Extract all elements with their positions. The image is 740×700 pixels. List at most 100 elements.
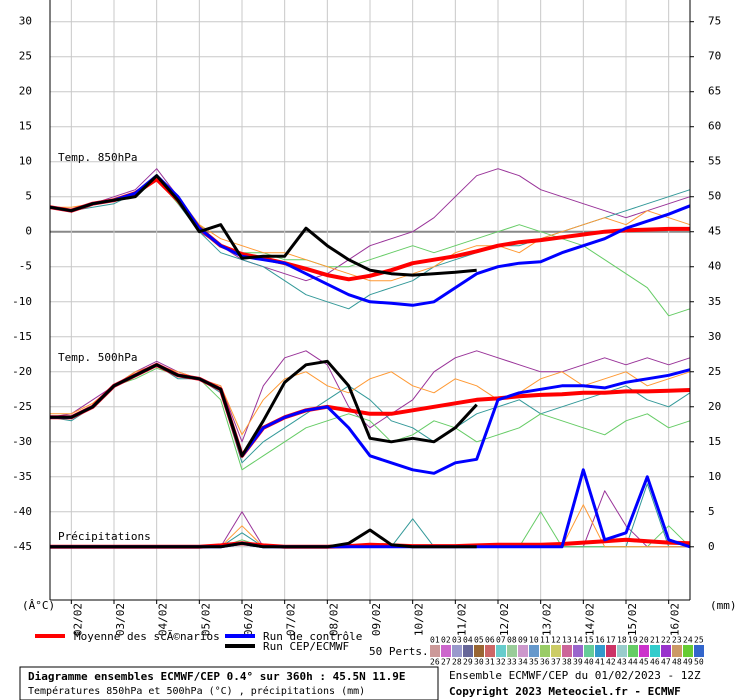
y2-tick-label: 65 — [708, 85, 721, 98]
y2-tick-label: 15 — [708, 435, 721, 448]
pert-swatch — [507, 645, 517, 657]
pert-swatch — [573, 645, 583, 657]
panel-label: Précipitations — [58, 530, 151, 543]
pert-swatch — [661, 645, 671, 657]
legend-label: Run de contrôle — [263, 630, 362, 643]
pert-swatch — [551, 645, 561, 657]
y2-tick-label: 25 — [708, 365, 721, 378]
pert-number: 08 — [507, 636, 517, 645]
y2-tick-label: 20 — [708, 400, 721, 413]
legend-label: Moyenne des scÃ©narios — [74, 630, 220, 643]
legend-label: Run CEP/ECMWF — [263, 640, 349, 653]
series-line — [50, 528, 477, 549]
pert-swatch — [617, 645, 627, 657]
pert-swatch — [452, 645, 462, 657]
footer-box — [19, 666, 439, 700]
labels: 302520151050-5-10-15-20-25-30-35-40-4575… — [12, 15, 721, 636]
y-tick-label: -20 — [12, 365, 32, 378]
y2-tick-label: 60 — [708, 120, 721, 133]
pert-number: 18 — [617, 636, 627, 645]
pert-number: 36 — [540, 658, 550, 667]
footer-subtitle: Températures 850hPa et 500hPa (°C) , pré… — [28, 685, 365, 697]
pert-swatch — [650, 645, 660, 657]
y-tick-label: -35 — [12, 470, 32, 483]
y2-tick-label: 50 — [708, 190, 721, 203]
y-tick-label: 10 — [19, 155, 32, 168]
pert-swatch — [639, 645, 649, 657]
pert-number: 27 — [441, 658, 451, 667]
pert-number: 41 — [595, 658, 605, 667]
y-tick-label: -45 — [12, 540, 32, 553]
pert-swatch — [606, 645, 616, 657]
y2-tick-label: 35 — [708, 295, 721, 308]
pert-number: 48 — [672, 658, 682, 667]
pert-swatch — [463, 645, 473, 657]
pert-number: 24 — [683, 636, 693, 645]
pert-number: 07 — [496, 636, 506, 645]
pert-number: 20 — [639, 636, 649, 645]
pert-swatch — [584, 645, 594, 657]
x-tick-label: 16/02 — [669, 603, 682, 636]
x-tick-label: 08/02 — [327, 603, 340, 636]
series-line — [50, 367, 691, 471]
pert-number: 42 — [606, 658, 616, 667]
pert-number: 15 — [584, 636, 594, 645]
pert-number: 43 — [617, 658, 627, 667]
y-tick-label: -5 — [19, 260, 32, 273]
series-line — [49, 177, 690, 282]
x-tick-label: 14/02 — [583, 603, 596, 636]
y2-tick-label: 70 — [708, 50, 721, 63]
pert-swatch — [518, 645, 528, 657]
perts-title: 50 Perts. — [369, 645, 429, 658]
pert-number: 32 — [496, 658, 506, 667]
pert-swatch — [683, 645, 693, 657]
pert-number: 49 — [683, 658, 693, 667]
pert-swatch — [672, 645, 682, 657]
pert-swatch — [694, 645, 704, 657]
y2-tick-label: 75 — [708, 15, 721, 28]
pert-number: 29 — [463, 658, 473, 667]
pert-number: 03 — [452, 636, 462, 645]
pert-number: 06 — [485, 636, 495, 645]
perts-grid: 01 26 02 27 03 28 04 29 05 30 06 31 07 32 08 33 09 34 10 35… — [430, 636, 704, 667]
y-tick-label: 15 — [19, 120, 32, 133]
pert-number: 50 — [694, 658, 704, 667]
grid — [50, 0, 690, 600]
pert-number: 30 — [474, 658, 484, 667]
y2-unit: (mm) — [710, 599, 737, 612]
pert-number: 28 — [452, 658, 462, 667]
pert-number: 39 — [573, 658, 583, 667]
series-line — [49, 174, 477, 277]
pert-number: 02 — [441, 636, 451, 645]
x-tick-label: 10/02 — [413, 603, 426, 636]
pert-number: 40 — [584, 658, 594, 667]
pert-number: 11 — [540, 636, 550, 645]
y2-tick-label: 55 — [708, 155, 721, 168]
pert-number: 05 — [474, 636, 484, 645]
pert-number: 10 — [529, 636, 539, 645]
series-line — [50, 359, 478, 458]
y2-tick-label: 30 — [708, 330, 721, 343]
pert-number: 44 — [628, 658, 638, 667]
x-tick-label: 04/02 — [157, 603, 170, 636]
pert-number: 09 — [518, 636, 528, 645]
pert-number: 12 — [551, 636, 561, 645]
y2-tick-label: 45 — [708, 225, 721, 238]
run-label: Ensemble ECMWF/CEP du 01/02/2023 - 12Z — [449, 669, 701, 682]
pert-number: 35 — [529, 658, 539, 667]
pert-number: 37 — [551, 658, 561, 667]
x-tick-label: 02/02 — [71, 603, 84, 636]
x-tick-label: 06/02 — [242, 603, 255, 636]
pert-number: 14 — [573, 636, 583, 645]
pert-number: 25 — [694, 636, 704, 645]
x-tick-label: 11/02 — [455, 603, 468, 636]
pert-swatch — [540, 645, 550, 657]
y-tick-label: 25 — [19, 50, 32, 63]
series-line — [49, 168, 691, 282]
y-tick-label: 5 — [25, 190, 32, 203]
pert-number: 22 — [661, 636, 671, 645]
y-tick-label: 20 — [19, 85, 32, 98]
pert-swatch — [485, 645, 495, 657]
lines — [49, 168, 691, 549]
